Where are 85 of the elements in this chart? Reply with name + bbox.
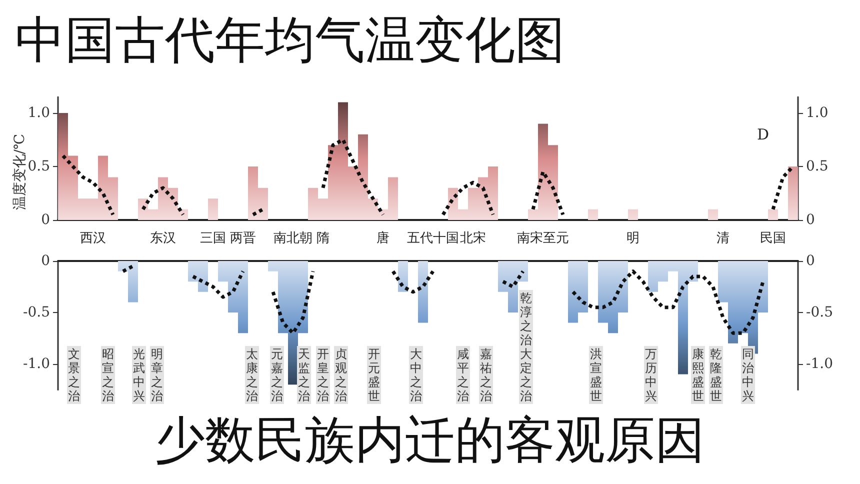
annotation: 乾隆盛世 (710, 347, 722, 403)
y-tick-label: 0.5 (28, 158, 50, 174)
bar (178, 209, 188, 220)
bar (88, 198, 98, 220)
bar (248, 166, 258, 220)
bar (258, 188, 268, 220)
chart-title: 中国古代年均气温变化图 (15, 11, 565, 69)
annotation: 昭宣之治 (102, 347, 114, 403)
annotation: 文景之治 (68, 347, 80, 403)
bar (628, 209, 638, 220)
bar (548, 145, 558, 220)
annotation: 大中之治 (410, 347, 422, 403)
y-tick-label: -1.0 (23, 356, 50, 372)
annotation: 洪宣盛世 (590, 347, 602, 403)
x-tick-label: 清 (716, 231, 730, 246)
bar (448, 188, 458, 220)
x-tick-label: 民国 (760, 231, 786, 246)
x-tick-label: 唐 (376, 231, 390, 246)
annotation: 贞观之治 (335, 347, 347, 403)
bar (588, 209, 598, 220)
bar (458, 209, 468, 220)
bar (168, 188, 178, 220)
x-tick-label: 明 (626, 231, 640, 246)
bar (98, 156, 108, 220)
y2-tick-label: 0 (806, 253, 815, 269)
annotation: 开皇之治 (317, 347, 329, 403)
y-tick-label: 1.0 (28, 105, 50, 121)
bar (328, 145, 338, 220)
annotation: 元嘉之治 (271, 347, 283, 403)
annotation: 康熙盛世 (692, 347, 704, 403)
x-tick-label: 两晋 (230, 231, 256, 246)
y-tick-label: -0.5 (23, 304, 50, 320)
text: 少数民族内迁的客观原因 (155, 411, 705, 469)
x-tick-label: 北宋 (460, 230, 486, 246)
bar (488, 166, 498, 220)
bar (388, 177, 398, 220)
y-tick-label: 0 (41, 253, 50, 269)
bar (358, 134, 368, 220)
bar (478, 177, 488, 220)
annotation: 光武中兴 (133, 347, 145, 403)
annotation: 开元盛世 (368, 347, 380, 403)
y-axis-title: 温度变化/℃ (12, 134, 28, 210)
annotation: 天监之治 (298, 347, 310, 403)
y-tick-label: 0 (41, 212, 50, 228)
x-tick-label: 东汉 (150, 231, 176, 246)
annotation: 太康之治 (246, 347, 258, 403)
y2-tick-label: -1.0 (806, 356, 833, 372)
bar (708, 209, 718, 220)
y2-tick-label: -0.5 (806, 304, 833, 320)
bar (58, 113, 68, 220)
bar (308, 188, 318, 220)
annotation: D (756, 126, 770, 144)
bar (338, 102, 348, 220)
y2-tick-label: 1.0 (806, 105, 828, 121)
annotation: 明章之治 (151, 347, 163, 403)
x-tick-label: 西汉 (80, 231, 106, 246)
bar (368, 198, 378, 220)
y2-tick-label: 0 (806, 212, 815, 228)
bar (148, 209, 158, 220)
bar (68, 156, 78, 220)
bar (208, 198, 218, 220)
bar (788, 166, 798, 220)
annotation: 同治中兴 (742, 347, 754, 403)
bar (768, 209, 778, 220)
annotation: 乾淳之治 (520, 291, 532, 347)
x-tick-label: 南宋至元 (517, 230, 569, 246)
annotation: 大定之治 (520, 347, 532, 403)
bar (78, 198, 88, 220)
bar (158, 177, 168, 220)
annotation: 万历中兴 (645, 347, 657, 403)
annotation: 咸平之治 (457, 347, 469, 403)
bar (138, 198, 148, 220)
y2-tick-label: 0.5 (806, 158, 828, 174)
x-tick-label: 五代十国 (407, 231, 459, 246)
bar (538, 124, 548, 220)
x-tick-label: 南北朝 (274, 231, 312, 246)
bar (318, 198, 328, 220)
bar (348, 166, 358, 220)
bar (528, 209, 538, 220)
annotation: 嘉祐之治 (480, 347, 492, 403)
bar (468, 188, 478, 220)
bar (378, 209, 388, 220)
x-tick-label: 三国 (200, 231, 226, 246)
x-tick-label: 隋 (316, 231, 330, 246)
bar (108, 177, 118, 220)
